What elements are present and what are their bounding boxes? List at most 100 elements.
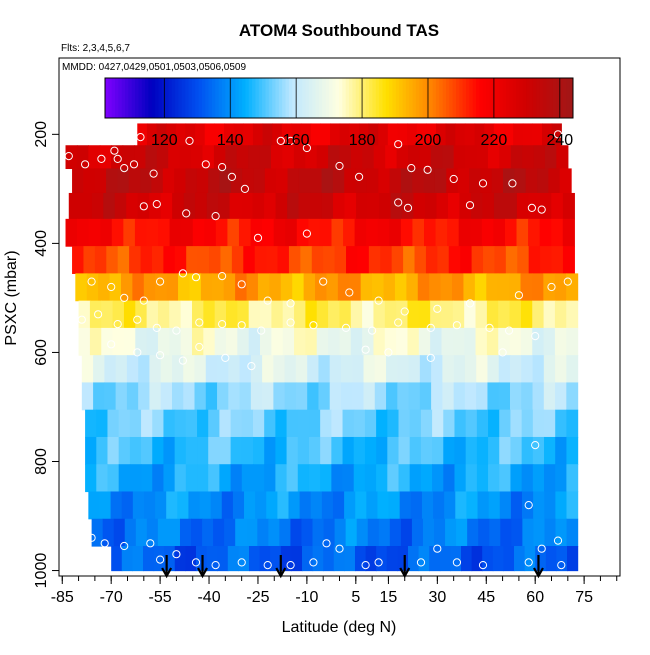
colorbar-swatch: [479, 78, 484, 118]
heat-cell: [373, 300, 386, 329]
heat-cell: [551, 192, 564, 220]
heat-cell: [264, 409, 276, 438]
colorbar-swatch: [195, 78, 200, 118]
heat-cell: [452, 273, 465, 302]
heat-cell: [132, 546, 144, 572]
colorbar-swatch: [165, 78, 170, 118]
heat-cell: [339, 327, 352, 356]
x-tick-label: 30: [428, 589, 446, 606]
x-tick-label: -10: [295, 589, 318, 606]
colorbar-swatch: [298, 78, 303, 118]
heat-cell: [146, 327, 159, 356]
heat-cell: [174, 246, 187, 274]
heat-cell: [413, 192, 426, 220]
colorbar-swatch: [509, 78, 514, 118]
heat-cell: [203, 327, 216, 356]
heat-cell: [354, 546, 367, 572]
heat-cell: [494, 246, 507, 274]
heat-cell: [505, 246, 518, 274]
heat-cell: [353, 436, 366, 465]
colorbar-swatch: [519, 78, 524, 118]
colorbar-swatch: [148, 78, 153, 118]
colorbar-swatch: [178, 78, 183, 118]
heat-cell: [350, 327, 363, 356]
heat-cell: [321, 491, 334, 520]
heat-cell: [522, 491, 534, 520]
colorbar-swatch: [415, 78, 420, 118]
heat-cell: [475, 327, 488, 356]
heat-cell: [202, 518, 214, 547]
heat-cell: [543, 327, 556, 356]
heat-cell: [65, 218, 78, 247]
heat-cell: [183, 355, 196, 384]
heat-cell: [398, 409, 411, 438]
colorbar-swatch: [402, 78, 407, 118]
heat-cell: [307, 355, 320, 384]
observation-point: [319, 277, 328, 286]
heat-cell: [380, 246, 393, 274]
heat-cell: [241, 192, 254, 220]
heat-cell: [400, 518, 413, 547]
heat-cell: [121, 491, 134, 520]
heat-cell: [548, 168, 561, 194]
heat-cell: [174, 464, 187, 493]
heat-cell: [111, 218, 124, 247]
heat-cell: [566, 273, 579, 302]
colorbar-swatch: [218, 78, 223, 118]
heat-cell: [192, 218, 205, 247]
heat-cell: [174, 168, 187, 194]
colorbar-swatch: [419, 78, 424, 118]
heat-cell: [346, 246, 359, 274]
heat-cell: [219, 168, 232, 194]
colorbar-swatch: [305, 78, 310, 118]
heat-cell: [288, 246, 301, 274]
heat-cell: [194, 355, 207, 384]
heat-cell: [257, 518, 269, 547]
heat-cell: [129, 409, 142, 438]
observation-point: [537, 205, 546, 214]
heat-cell: [387, 123, 399, 146]
heat-cell: [316, 145, 329, 170]
heat-cell: [465, 145, 478, 170]
heat-cell: [68, 192, 81, 220]
heat-cell: [323, 546, 335, 572]
heat-cell: [175, 123, 187, 146]
heat-cell: [378, 123, 389, 146]
observation-point: [156, 351, 165, 360]
heat-cell: [113, 518, 126, 547]
colorbar-swatch: [389, 78, 393, 118]
observation-point: [302, 229, 311, 238]
heat-cell: [241, 409, 254, 438]
observation-point: [508, 179, 517, 188]
heat-cell: [498, 300, 511, 329]
heat-cell: [329, 355, 342, 384]
colorbar-swatch: [355, 78, 360, 118]
heat-cell: [532, 123, 543, 146]
heat-cell: [344, 168, 357, 194]
heat-cell: [416, 123, 427, 146]
heat-cell: [194, 382, 207, 411]
heat-cell: [301, 518, 314, 547]
colorbar-swatch: [322, 78, 327, 118]
colorbar-swatch: [135, 78, 139, 118]
colorbar-swatch: [222, 78, 226, 118]
colorbar-swatch: [506, 78, 510, 118]
heat-cell: [487, 145, 500, 170]
heat-cell: [123, 327, 136, 356]
heat-cell: [465, 464, 478, 493]
heat-cell: [430, 300, 443, 329]
heat-cell: [409, 436, 422, 465]
colorbar-swatch: [546, 78, 551, 118]
heat-cell: [305, 300, 318, 329]
heat-cell: [241, 464, 254, 493]
heat-cell: [76, 145, 89, 170]
colorbar-swatch: [198, 78, 203, 118]
heat-cell: [400, 218, 414, 247]
heat-cell: [342, 409, 355, 438]
heat-cell: [476, 464, 489, 493]
heat-cell: [384, 327, 397, 356]
heat-cell: [442, 382, 455, 411]
heat-cell: [476, 436, 489, 465]
observation-point: [120, 164, 129, 173]
heat-cell: [439, 546, 451, 572]
